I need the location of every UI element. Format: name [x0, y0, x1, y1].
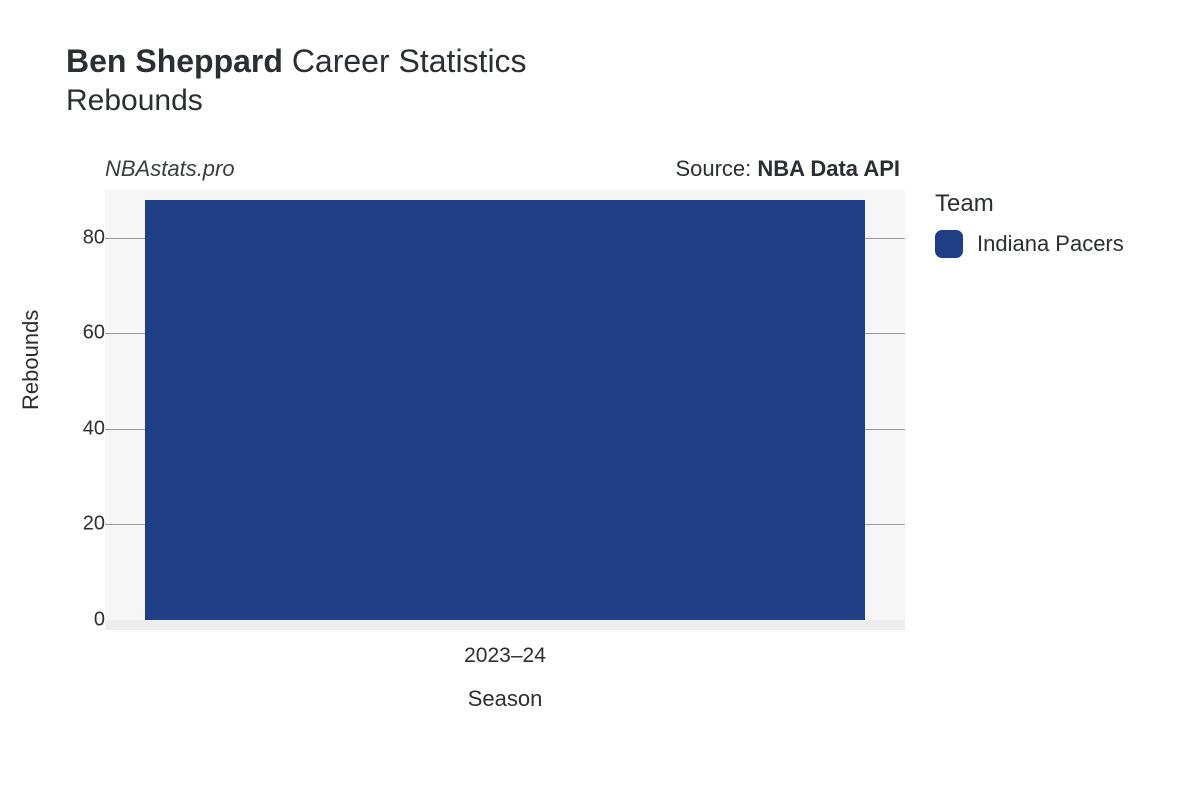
plot-region: 020406080: [105, 190, 905, 630]
x-axis-label: Season: [468, 686, 543, 712]
y-tick-label: 0: [55, 609, 105, 632]
bar: [145, 200, 865, 620]
source-attribution: Source: NBA Data API: [675, 156, 900, 182]
legend-item: Indiana Pacers: [935, 230, 1124, 258]
y-tick-label: 20: [55, 513, 105, 536]
y-axis-label: Rebounds: [18, 310, 44, 410]
y-tick-label: 40: [55, 417, 105, 440]
chart-title-block: Ben Sheppard Career Statistics Rebounds: [66, 42, 527, 118]
metric-name: Rebounds: [66, 84, 527, 118]
y-tick-label: 80: [55, 226, 105, 249]
player-name: Ben Sheppard: [66, 43, 283, 79]
title-suffix: Career Statistics: [292, 43, 527, 79]
y-tick-label: 60: [55, 322, 105, 345]
baseline-band: [105, 620, 905, 630]
site-watermark: NBAstats.pro: [105, 156, 235, 182]
legend-title: Team: [935, 190, 1124, 218]
legend: Team Indiana Pacers: [935, 190, 1124, 258]
chart-area: 020406080 2023–24Season: [85, 190, 905, 670]
source-prefix: Source:: [675, 156, 757, 181]
legend-label: Indiana Pacers: [977, 231, 1124, 257]
legend-swatch: [935, 230, 963, 258]
x-tick-label: 2023–24: [464, 644, 546, 668]
title-line-1: Ben Sheppard Career Statistics: [66, 42, 527, 80]
source-name: NBA Data API: [757, 156, 900, 181]
